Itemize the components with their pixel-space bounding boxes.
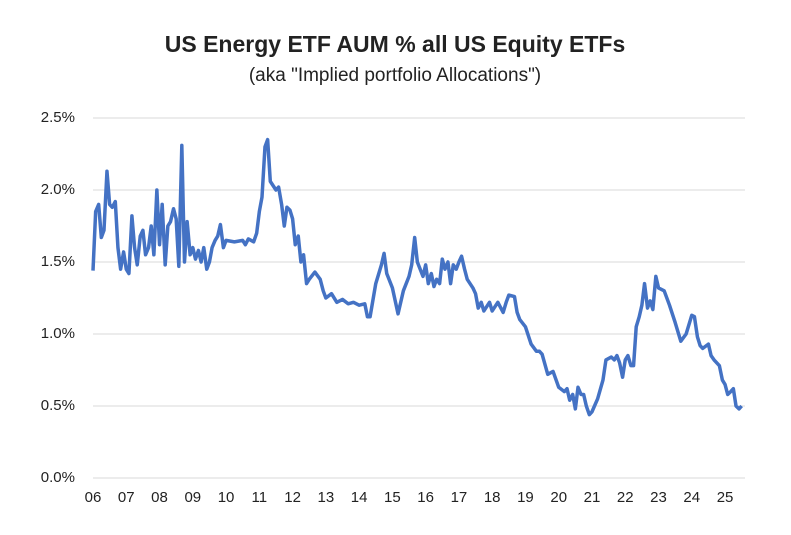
chart-title: US Energy ETF AUM % all US Equity ETFs	[165, 31, 626, 57]
y-tick-label: 2.5%	[41, 109, 75, 126]
y-tick-label: 1.0%	[41, 325, 75, 342]
x-tick-label: 13	[318, 489, 335, 506]
x-tick-label: 14	[351, 489, 368, 506]
x-tick-label: 15	[384, 489, 401, 506]
x-tick-label: 09	[184, 489, 201, 506]
x-tick-label: 20	[550, 489, 567, 506]
chart-subtitle: (aka "Implied portfolio Allocations")	[249, 65, 541, 86]
x-tick-label: 06	[85, 489, 102, 506]
x-tick-label: 24	[683, 489, 700, 506]
x-tick-label: 16	[417, 489, 434, 506]
x-tick-label: 11	[252, 489, 268, 506]
x-tick-label: 10	[218, 489, 235, 506]
x-tick-label: 17	[451, 489, 468, 506]
y-tick-label: 1.5%	[41, 253, 75, 270]
x-tick-label: 19	[517, 489, 534, 506]
x-tick-label: 08	[151, 489, 168, 506]
y-tick-label: 0.0%	[41, 469, 75, 486]
data-line	[91, 137, 743, 417]
x-tick-label: 21	[584, 489, 601, 506]
x-tick-label: 22	[617, 489, 634, 506]
x-tick-label: 07	[118, 489, 135, 506]
x-tick-label: 12	[284, 489, 301, 506]
x-tick-label: 18	[484, 489, 501, 506]
y-tick-label: 2.0%	[41, 181, 75, 198]
x-tick-label: 23	[650, 489, 667, 506]
x-tick-label: 25	[717, 489, 734, 506]
y-tick-label: 0.5%	[41, 397, 75, 414]
